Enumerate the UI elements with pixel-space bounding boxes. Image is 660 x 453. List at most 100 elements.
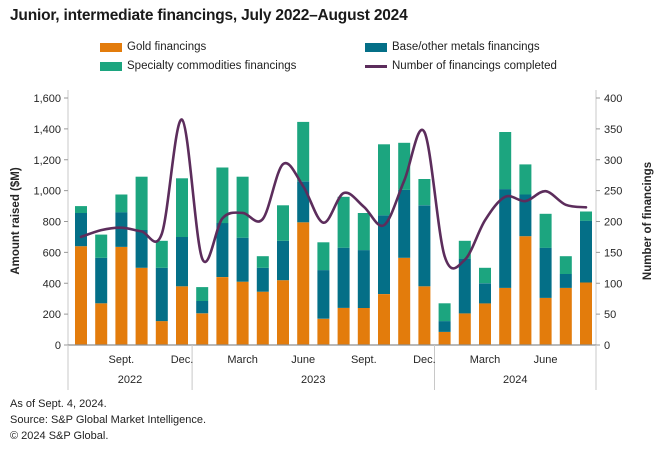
y-left-tick-label: 400 [43, 278, 61, 290]
bar-segment-specialty [418, 179, 431, 206]
x-year-label: 2023 [301, 374, 325, 386]
bar-segment-gold [236, 281, 249, 345]
bar-segment-base-metals [539, 247, 552, 298]
bar-segment-gold [135, 267, 148, 345]
bar-segment-specialty [196, 287, 209, 301]
bar-segment-base-metals [519, 194, 532, 237]
bar-segment-base-metals [196, 301, 209, 314]
bar-segment-base-metals [317, 270, 330, 319]
x-month-label: June [291, 354, 315, 366]
bar-segment-specialty [75, 206, 87, 213]
y-right-tick-label: 100 [604, 278, 622, 290]
bar-segment-base-metals [95, 257, 108, 304]
bar-segment-specialty [256, 256, 269, 268]
bar-segment-gold [297, 222, 310, 345]
specialty-swatch-icon [100, 61, 122, 71]
y-left-tick-label: 1,400 [33, 124, 61, 136]
bar-segment-base-metals [378, 215, 390, 294]
bar-segment-gold [519, 236, 532, 345]
bar-segment-gold [559, 287, 572, 345]
bar-segment-gold [479, 303, 491, 345]
bar-segment-gold [115, 247, 128, 345]
y-right-tick-label: 400 [604, 93, 622, 105]
bar-segment-specialty [277, 205, 289, 241]
bar-segment-specialty [479, 267, 491, 284]
bar-segment-specialty [216, 167, 229, 224]
gold-swatch-icon [100, 42, 122, 52]
chart-title: Junior, intermediate financings, July 20… [10, 7, 408, 24]
bar-segment-specialty [378, 144, 390, 216]
source-note: Source: S&P Global Market Intelligence. [10, 414, 207, 426]
bar-segment-gold [196, 313, 209, 345]
y-left-tick-label: 200 [43, 309, 61, 321]
bar-segment-specialty [297, 121, 310, 182]
legend-label: Base/other metals financings [392, 41, 540, 53]
legend-label: Gold financings [127, 41, 207, 53]
legend-item-line: Number of financings completed [365, 60, 557, 72]
legend-label: Specialty commodities financings [127, 60, 297, 72]
bar-segment-gold [95, 303, 108, 345]
y-left-tick-label: 600 [43, 247, 61, 259]
bar-segment-gold [378, 294, 390, 345]
bar-segment-base-metals [176, 236, 188, 287]
legend-label: Number of financings completed [392, 60, 557, 72]
bar-segment-base-metals [398, 189, 411, 258]
y-left-tick-label: 0 [55, 340, 61, 352]
y-right-tick-label: 150 [604, 247, 622, 259]
bar-segment-base-metals [418, 205, 431, 287]
bar-segment-base-metals [135, 230, 148, 268]
bar-segment-gold [438, 331, 451, 345]
bar-segment-base-metals [499, 189, 512, 288]
base-metals-swatch-icon [365, 42, 387, 52]
bar-segment-gold [398, 257, 411, 345]
bar-segment-specialty [95, 234, 108, 258]
y-left-tick-label: 1,000 [33, 186, 61, 198]
bar-segment-specialty [357, 213, 370, 251]
x-month-label: Sept. [351, 354, 377, 366]
bar-segment-gold [539, 297, 552, 345]
bar-segment-specialty [519, 164, 532, 195]
bar-segment-gold [357, 307, 370, 345]
bar-segment-specialty [559, 256, 572, 274]
bar-segment-gold [155, 321, 168, 345]
bar-segment-base-metals [155, 267, 168, 322]
bar-segment-base-metals [75, 213, 87, 247]
bar-segment-specialty [135, 176, 148, 230]
bar-segment-gold [580, 282, 592, 345]
x-year-label: 2024 [503, 374, 527, 386]
bar-segment-specialty [337, 196, 350, 248]
copyright-note: © 2024 S&P Global. [10, 430, 109, 442]
as-of-date: As of Sept. 4, 2024. [10, 398, 107, 410]
bar-segment-base-metals [559, 274, 572, 288]
bar-segment-base-metals [438, 321, 451, 332]
bar-segment-gold [317, 318, 330, 345]
bar-segment-specialty [155, 240, 168, 268]
bar-segment-specialty [539, 213, 552, 248]
bar-segment-base-metals [256, 267, 269, 292]
bar-segment-base-metals [115, 212, 128, 247]
legend-item-base-metals: Base/other metals financings [365, 41, 540, 53]
bar-segment-base-metals [580, 220, 592, 283]
y-left-tick-label: 1,200 [33, 155, 61, 167]
bar-segment-specialty [499, 132, 512, 190]
x-year-label: 2022 [118, 374, 142, 386]
x-month-label: Sept. [109, 354, 135, 366]
x-month-label: March [470, 354, 501, 366]
bar-segment-base-metals [236, 237, 249, 282]
bar-segment-base-metals [479, 283, 491, 304]
legend-item-gold: Gold financings [100, 41, 206, 53]
bar-segment-specialty [236, 176, 249, 238]
y-left-tick-label: 800 [43, 217, 61, 229]
bar-segment-base-metals [216, 223, 229, 277]
bar-segment-gold [256, 291, 269, 345]
bar-segment-gold [277, 280, 289, 345]
bar-segment-gold [499, 287, 512, 345]
bar-segment-base-metals [337, 247, 350, 308]
bar-segment-gold [337, 307, 350, 345]
y-right-tick-label: 50 [604, 309, 616, 321]
bar-segment-gold [75, 246, 87, 345]
bar-segment-specialty [115, 194, 128, 213]
y-right-tick-label: 0 [604, 340, 610, 352]
